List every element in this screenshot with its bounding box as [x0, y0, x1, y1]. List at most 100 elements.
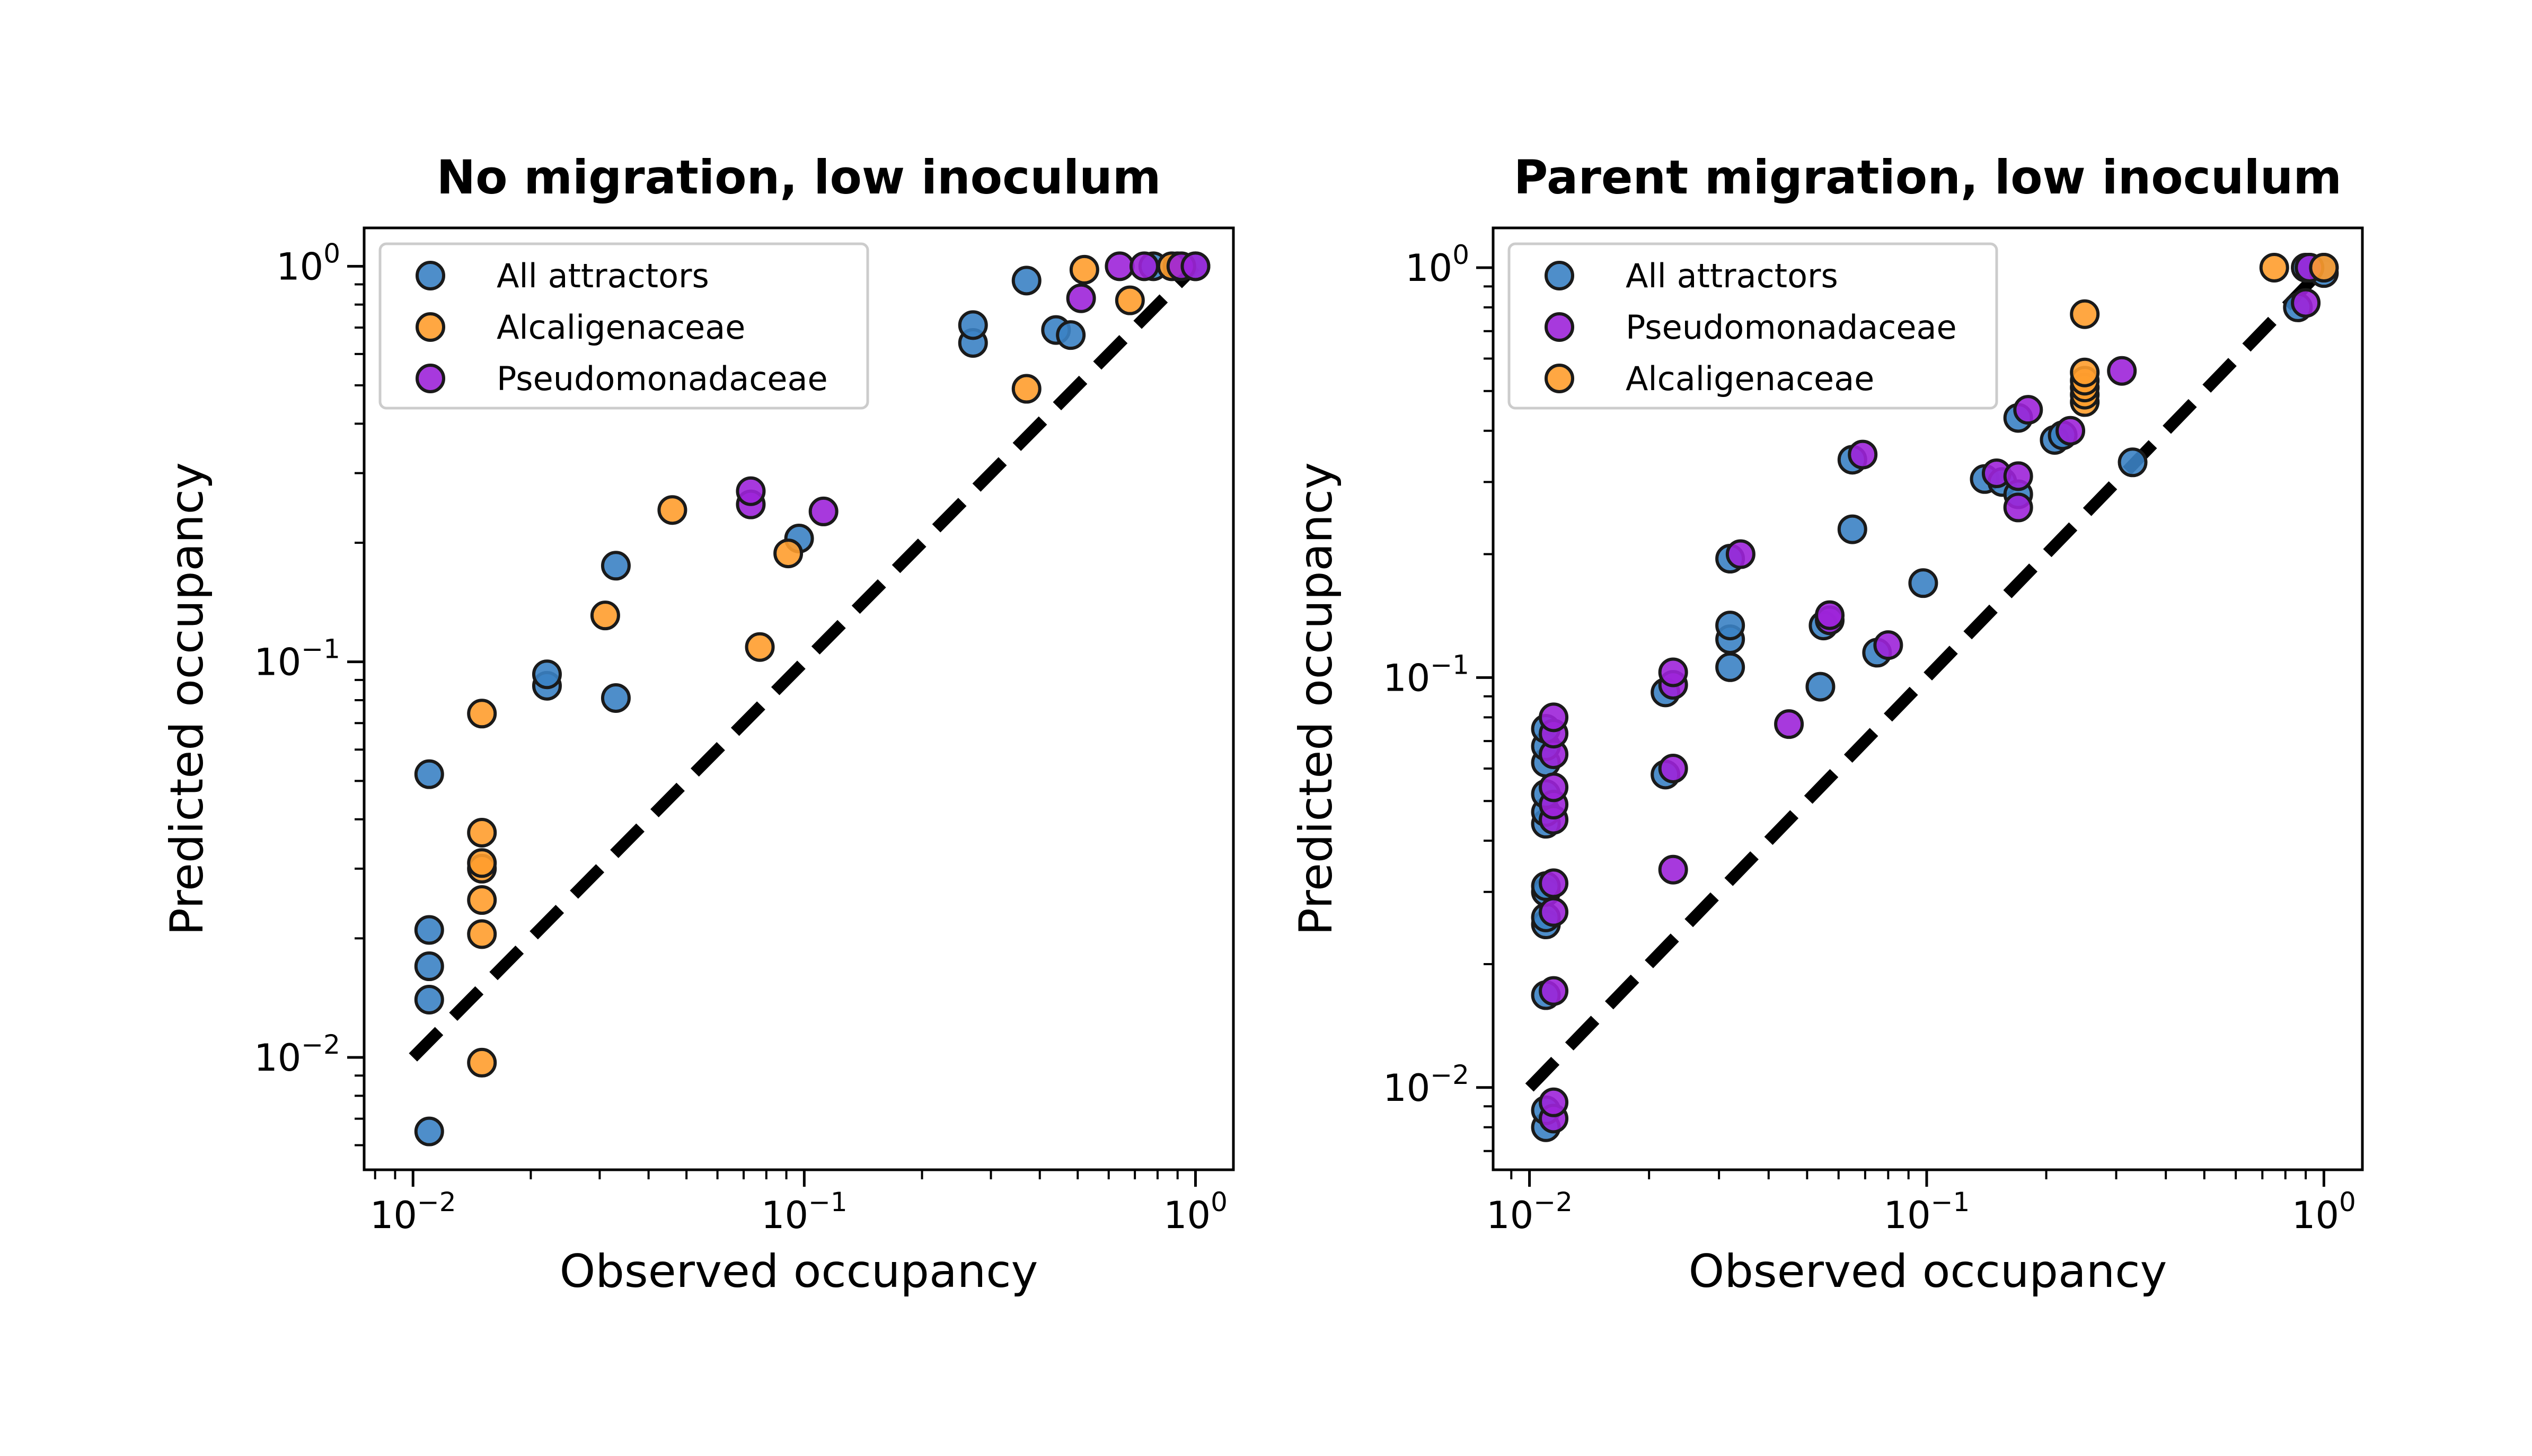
chart-title: Parent migration, low inoculum — [1514, 150, 2342, 205]
data-point-pseudomonadaceae — [1658, 657, 1688, 687]
x-axis-label: Observed occupancy — [1689, 1245, 2167, 1298]
data-point-all-attractors — [2118, 447, 2148, 478]
legend-label: Pseudomonadaceae — [1626, 308, 1957, 347]
data-point-alcaligenaceae — [1011, 374, 1042, 404]
data-point-pseudomonadaceae — [1658, 854, 1688, 885]
data-point-pseudomonadaceae — [1774, 709, 1804, 739]
y-tick-label: 100 — [1405, 240, 1469, 290]
legend-label: All attractors — [497, 257, 709, 295]
data-point-all-attractors — [414, 759, 444, 789]
data-point-alcaligenaceae — [467, 848, 497, 878]
data-point-alcaligenaceae — [590, 601, 620, 631]
y-tick-base: 10 — [276, 245, 323, 288]
chart-title: No migration, low inoculum — [437, 150, 1161, 205]
y-tick-base: 10 — [254, 641, 301, 684]
identity-line — [409, 262, 1200, 1062]
y-tick-label: 10−1 — [254, 634, 340, 684]
x-tick-exponent: −1 — [1931, 1187, 1970, 1217]
data-point-all-attractors — [1837, 514, 1867, 544]
data-point-all-attractors — [1805, 672, 1836, 702]
x-tick-label: 100 — [2292, 1187, 2356, 1237]
data-point-pseudomonadaceae — [1658, 753, 1688, 783]
data-point-pseudomonadaceae — [2003, 492, 2033, 523]
x-tick-exponent: −1 — [808, 1187, 848, 1217]
data-point-pseudomonadaceae — [1066, 283, 1096, 313]
y-tick-base: 10 — [1383, 656, 1430, 700]
x-tick-base: 10 — [1163, 1194, 1211, 1237]
x-tick-base: 10 — [2292, 1194, 2339, 1237]
x-tick-label: 10−2 — [370, 1187, 456, 1237]
y-tick-label: 10−1 — [1383, 649, 1469, 700]
data-point-pseudomonadaceae — [1129, 251, 1159, 281]
legend-label: Alcaligenaceae — [1626, 359, 1874, 398]
data-point-all-attractors — [414, 915, 444, 945]
data-point-all-attractors — [958, 310, 988, 340]
x-tick-label: 100 — [1163, 1187, 1228, 1237]
x-tick-label: 10−1 — [1884, 1187, 1970, 1237]
legend: All attractors Alcaligenaceae Pseudomonada… — [378, 242, 869, 410]
x-tick-base: 10 — [370, 1194, 417, 1237]
y-tick-label: 10−2 — [1383, 1060, 1469, 1110]
y-tick-exponent: −2 — [301, 1029, 340, 1060]
data-point-alcaligenaceae — [657, 495, 687, 525]
data-point-pseudomonadaceae — [1539, 772, 1569, 802]
x-tick-label: 10−2 — [1486, 1187, 1573, 1237]
data-point-pseudomonadaceae — [1539, 1087, 1569, 1117]
data-point-alcaligenaceae — [745, 632, 775, 662]
y-tick-exponent: −2 — [1430, 1060, 1469, 1090]
data-point-alcaligenaceae — [467, 919, 497, 949]
y-tick-base: 10 — [254, 1036, 301, 1080]
x-tick-exponent: 0 — [2339, 1187, 2356, 1217]
legend-marker — [416, 312, 445, 342]
data-point-alcaligenaceae — [2070, 357, 2100, 387]
x-tick-exponent: −2 — [417, 1187, 456, 1217]
data-point-pseudomonadaceae — [1539, 868, 1569, 898]
y-tick-exponent: 0 — [1452, 240, 1469, 270]
data-point-pseudomonadaceae — [2013, 395, 2043, 425]
legend-box — [1507, 242, 1998, 410]
legend-label: Pseudomonadaceae — [497, 359, 828, 398]
data-point-pseudomonadaceae — [1539, 897, 1569, 927]
data-point-pseudomonadaceae — [2107, 356, 2137, 386]
x-axis-label: Observed occupancy — [560, 1245, 1038, 1298]
data-point-all-attractors — [414, 984, 444, 1014]
data-point-pseudomonadaceae — [1180, 251, 1211, 281]
data-point-pseudomonadaceae — [1725, 539, 1755, 569]
y-axis-label: Predicted occupancy — [1290, 462, 1343, 936]
y-tick-label: 10−2 — [254, 1029, 340, 1080]
legend-marker — [416, 364, 445, 393]
y-tick-exponent: 0 — [323, 238, 340, 269]
legend-marker — [1545, 312, 1574, 342]
data-point-all-attractors — [1715, 652, 1745, 682]
legend: All attractors Pseudomonadaceae Alcaligena… — [1507, 242, 1998, 410]
data-point-pseudomonadaceae — [1105, 251, 1135, 281]
data-point-all-attractors — [414, 1116, 444, 1146]
data-point-alcaligenaceae — [1115, 285, 1145, 315]
identity-line — [1525, 263, 2328, 1092]
data-point-pseudomonadaceae — [2291, 288, 2321, 318]
legend-marker — [416, 261, 445, 290]
data-point-all-attractors — [601, 551, 631, 581]
data-point-pseudomonadaceae — [1815, 600, 1845, 630]
data-point-pseudomonadaceae — [1873, 630, 1903, 660]
x-tick-base: 10 — [1884, 1194, 1931, 1237]
legend-marker — [1545, 261, 1574, 290]
data-points — [1531, 252, 2339, 1142]
data-point-pseudomonadaceae — [1539, 702, 1569, 733]
data-point-pseudomonadaceae — [736, 476, 766, 506]
data-point-alcaligenaceae — [467, 817, 497, 848]
axes-frame — [363, 226, 1235, 1171]
x-tick-base: 10 — [761, 1194, 808, 1237]
data-point-pseudomonadaceae — [1539, 976, 1569, 1006]
y-tick-base: 10 — [1405, 246, 1452, 290]
data-point-alcaligenaceae — [2309, 252, 2339, 283]
data-point-all-attractors — [1908, 568, 1938, 598]
data-point-pseudomonadaceae — [1848, 439, 1878, 470]
x-tick-label: 10−1 — [761, 1187, 848, 1237]
data-point-alcaligenaceae — [2259, 252, 2289, 283]
data-point-all-attractors — [532, 659, 562, 690]
y-tick-base: 10 — [1383, 1066, 1430, 1110]
data-point-pseudomonadaceae — [2003, 461, 2033, 491]
